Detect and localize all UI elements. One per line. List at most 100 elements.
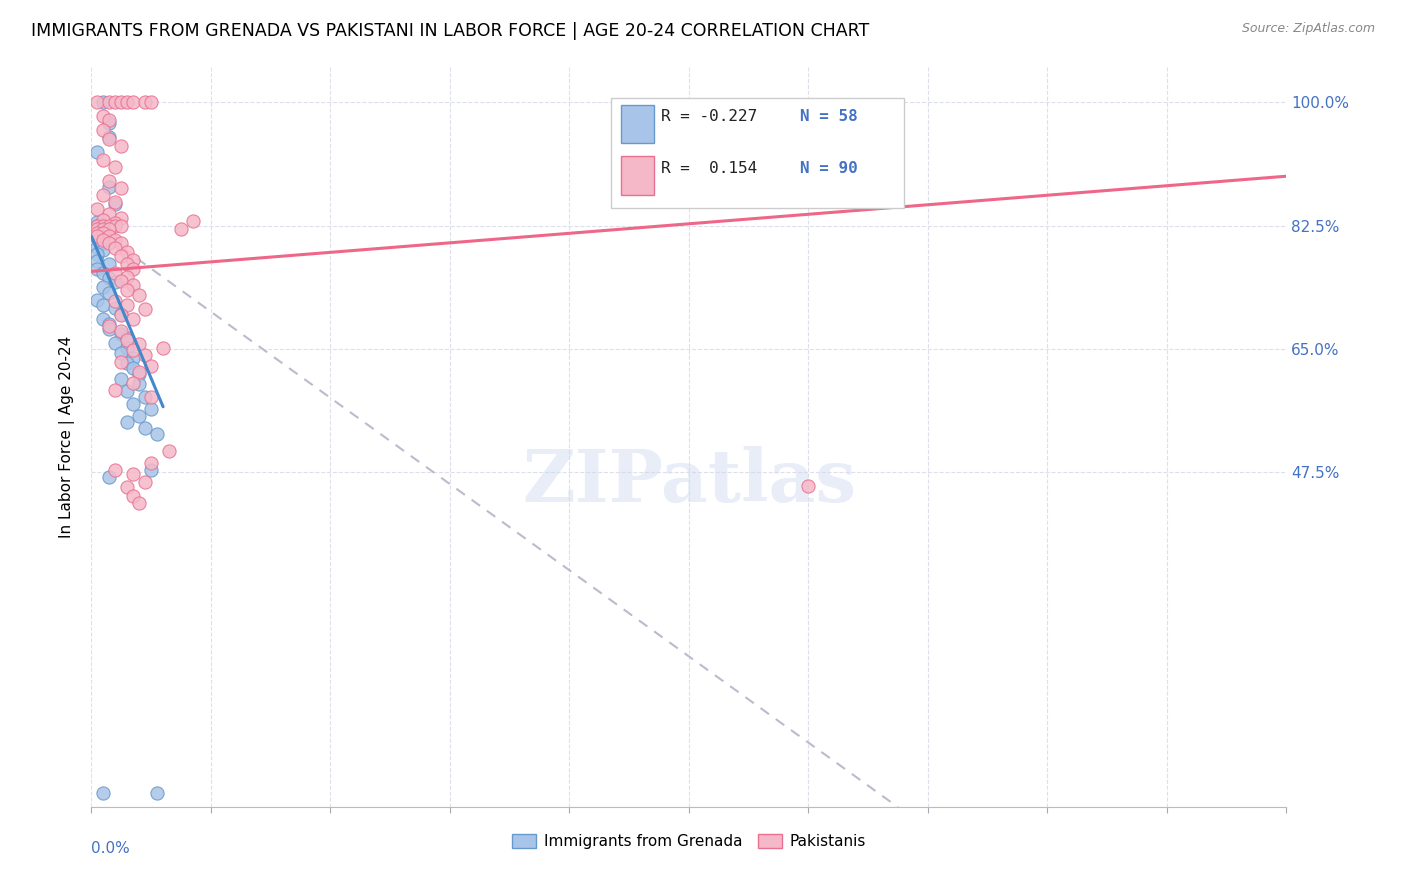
Point [115,384,138,399]
Point [93,280,115,294]
Point [86,95,108,110]
Point [98,206,121,220]
Point [134,302,156,317]
Point [110,354,132,368]
Point [86,246,108,260]
Point [104,216,127,230]
Point [104,275,127,289]
Point [115,356,138,370]
Point [115,331,138,345]
Text: ZIPatlas: ZIPatlas [522,446,856,517]
Text: N = 58: N = 58 [800,109,858,124]
Point [86,145,108,159]
Point [86,202,108,217]
Point [141,359,163,373]
Point [98,174,121,188]
Point [86,219,108,233]
Point [86,230,108,244]
Text: 0.0%: 0.0% [91,840,131,855]
Point [86,222,108,236]
Point [93,222,115,236]
Point [93,153,115,167]
Point [157,444,180,458]
Point [115,298,138,312]
Point [104,463,127,477]
Point [134,421,156,435]
Point [86,215,108,229]
Point [128,496,150,510]
Point [104,195,127,210]
Point [115,333,138,347]
Point [110,307,132,321]
Point [146,426,169,441]
Point [115,270,138,285]
Point [128,287,150,301]
Point [110,181,132,195]
Point [98,317,121,331]
Point [93,219,115,233]
Point [122,351,145,365]
Point [141,463,163,477]
Point [93,226,115,240]
Point [93,109,115,123]
Point [110,327,132,342]
Point [93,123,115,137]
Point [110,308,132,322]
Point [128,367,150,381]
Point [104,95,127,110]
Point [93,213,115,227]
Point [93,244,115,258]
Point [86,222,108,236]
Point [86,253,108,268]
Point [122,95,145,110]
Point [181,213,204,227]
Point [93,233,115,247]
Point [128,377,150,392]
Point [141,401,163,416]
Point [104,197,127,211]
Point [115,341,138,355]
FancyBboxPatch shape [612,98,904,208]
Point [128,337,150,351]
Point [98,470,121,484]
Point [98,257,121,271]
Point [146,786,169,800]
Point [134,95,156,110]
Point [115,415,138,429]
Text: R =  0.154: R = 0.154 [661,161,758,176]
Point [115,284,138,298]
Point [86,219,108,233]
Point [98,236,121,251]
Text: Source: ZipAtlas.com: Source: ZipAtlas.com [1241,22,1375,36]
Point [115,245,138,260]
Point [104,383,127,397]
Point [115,480,138,494]
Point [110,324,132,338]
Point [98,271,121,285]
Point [93,236,115,251]
Point [98,285,121,300]
Point [134,390,156,404]
Point [141,95,163,110]
Point [104,266,127,280]
Point [122,278,145,293]
Point [134,475,156,489]
Point [110,274,132,288]
Point [122,361,145,376]
Point [110,95,132,110]
Point [86,229,108,244]
Point [122,467,145,482]
Bar [621,156,654,195]
Point [110,346,132,360]
Point [122,261,145,276]
Point [98,112,121,127]
Point [122,312,145,326]
Point [98,130,121,145]
Point [141,390,163,404]
Point [104,241,127,255]
Point [104,160,127,174]
Point [110,371,132,385]
Point [797,479,820,493]
Text: IMMIGRANTS FROM GRENADA VS PAKISTANI IN LABOR FORCE | AGE 20-24 CORRELATION CHAR: IMMIGRANTS FROM GRENADA VS PAKISTANI IN … [31,22,869,40]
Point [98,95,121,110]
